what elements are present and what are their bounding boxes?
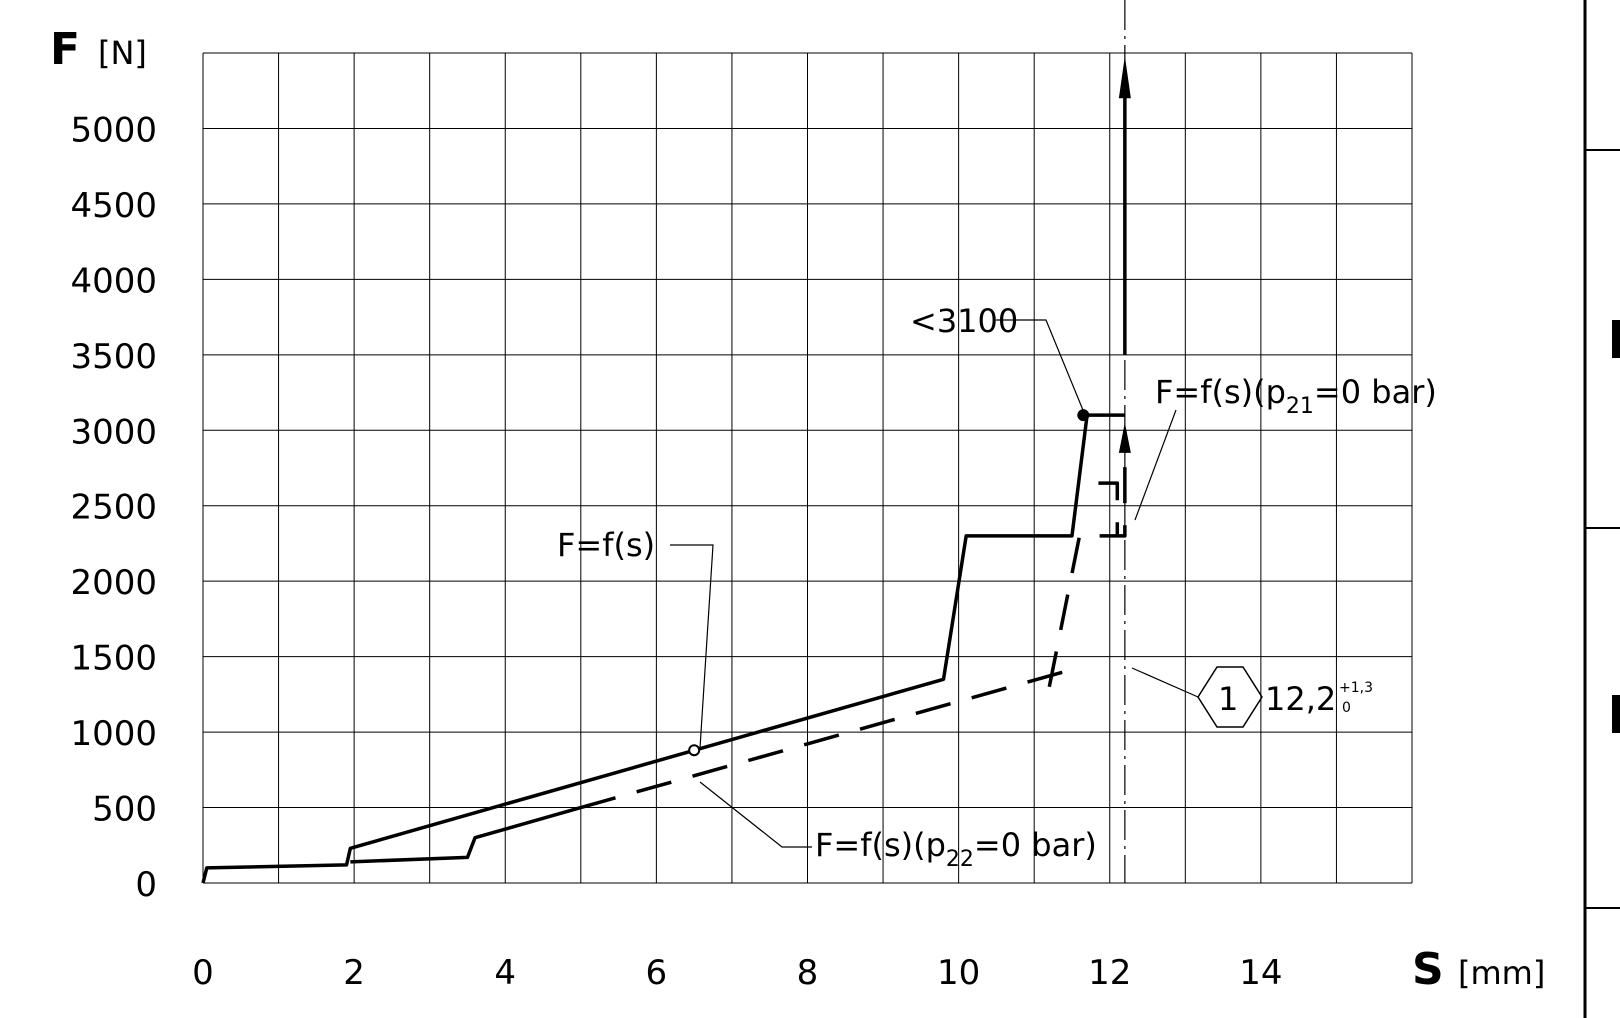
p22-label: F=f(s)(p22=0 bar): [815, 826, 1097, 872]
y-tick-label: 1000: [70, 714, 157, 754]
y-tick-label: 2500: [70, 488, 157, 528]
x-tick-label: 14: [1239, 953, 1282, 993]
stroke-value: 12,2: [1265, 680, 1336, 718]
series-line: [1098, 481, 1120, 536]
markers-layer: [688, 409, 1090, 757]
y-tick-label: 3000: [70, 412, 157, 452]
hex-callout: [1197, 666, 1263, 728]
series-line: [580, 670, 1065, 810]
p21-label: F=f(s)(p21=0 bar): [1155, 373, 1437, 419]
x-tick-label: 4: [494, 953, 516, 993]
y-tick-label: 0: [135, 865, 157, 905]
hex-leader: [1131, 667, 1199, 698]
x-tick-label: 2: [343, 953, 365, 993]
grid: [202, 52, 1413, 884]
x-tick-labels: 0 2 4 6 8 10 12 14: [192, 953, 1282, 993]
x-tick-label: 8: [797, 953, 819, 993]
hex-callout-label: 1: [1218, 680, 1238, 718]
x-tick-label: 0: [192, 953, 214, 993]
peak-leader: [996, 319, 1086, 416]
y-tick-label: 2000: [70, 563, 157, 603]
y-axis-symbol: F: [50, 24, 80, 75]
peak-label: <3100: [910, 302, 1018, 340]
y-axis-unit: [N]: [98, 34, 147, 72]
y-tick-label: 4500: [70, 186, 157, 226]
tolerance-upper: +1,3: [1339, 680, 1373, 696]
x-tick-label: 10: [937, 953, 980, 993]
y-tick-labels: 0 500 1000 1500 2000 2500 3000 3500 4000 4500 5000: [70, 110, 157, 905]
y-tick-label: 500: [92, 790, 157, 830]
p21-leader: [1134, 409, 1177, 521]
title-block-frame: [1583, 0, 1620, 1018]
main-curve-leader: [670, 544, 714, 749]
p22-leader: [699, 781, 812, 848]
x-axis-unit: [mm]: [1458, 954, 1545, 992]
series-line: [350, 805, 582, 864]
main-curve-label: F=f(s): [557, 526, 655, 564]
x-tick-label: 6: [646, 953, 668, 993]
x-axis-symbol: S: [1412, 944, 1444, 995]
upper-arrow: [1118, 56, 1131, 355]
x-tick-label: 12: [1088, 953, 1131, 993]
series-line: [201, 413, 1125, 884]
y-tick-label: 3500: [70, 337, 157, 377]
curve-marker: [688, 744, 701, 757]
series-layer: [201, 413, 1127, 884]
y-tick-label: 4000: [70, 261, 157, 301]
y-tick-label: 5000: [70, 110, 157, 150]
tolerance-lower: 0: [1342, 700, 1351, 716]
y-tick-label: 1500: [70, 639, 157, 679]
series-line: [1047, 430, 1127, 688]
